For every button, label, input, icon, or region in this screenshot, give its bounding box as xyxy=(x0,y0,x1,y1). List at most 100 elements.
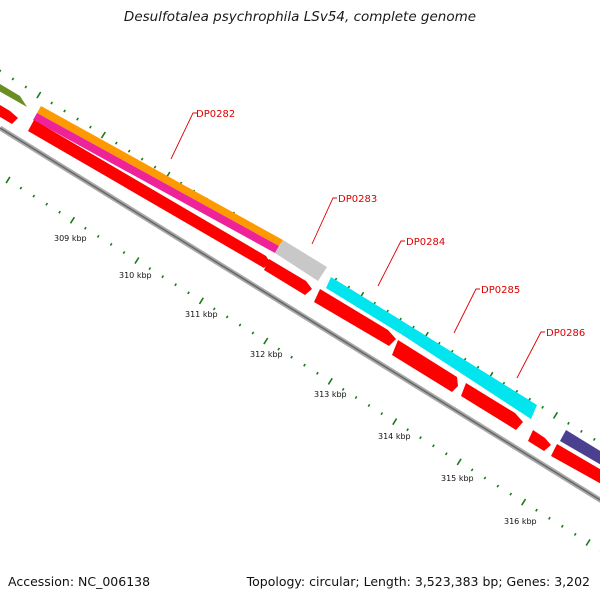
scale-tick xyxy=(251,331,255,335)
cds-features xyxy=(0,105,600,484)
accession-text: Accession: NC_006138 xyxy=(8,574,151,589)
scale-tick xyxy=(114,141,118,145)
scale-tick xyxy=(11,77,15,81)
scale-tick xyxy=(585,538,591,546)
scale-tick xyxy=(84,226,87,230)
scale-tick xyxy=(367,403,371,408)
scale-tick xyxy=(263,337,269,345)
scale-tick xyxy=(153,165,157,169)
navy-band xyxy=(560,430,600,465)
scale-tick xyxy=(58,210,61,214)
scale-tick xyxy=(521,498,527,506)
scale-tick xyxy=(127,149,131,153)
cds-arrow xyxy=(461,383,523,430)
scale-tick xyxy=(470,468,474,472)
cds-arrow xyxy=(0,105,18,124)
scale-tick xyxy=(198,297,204,305)
scale-tick xyxy=(69,216,76,224)
scale-tick xyxy=(535,508,538,512)
scale-tick xyxy=(134,257,140,265)
scale-tick xyxy=(225,315,229,319)
scale-tick xyxy=(528,397,532,401)
scale-tick xyxy=(560,524,564,528)
kbp-label-314: 314 kbp xyxy=(378,432,411,441)
gene-label-dp0285[interactable]: DP0285 xyxy=(481,285,520,296)
scale-tick xyxy=(380,412,384,416)
scale-tick xyxy=(140,157,144,161)
scale-tick xyxy=(174,283,177,287)
scale-tick xyxy=(432,444,435,448)
kbp-label-310: 310 kbp xyxy=(119,271,152,280)
scale-tick xyxy=(303,363,306,367)
scale-tick xyxy=(277,347,281,351)
magenta-band xyxy=(33,113,279,253)
backbone xyxy=(0,125,600,503)
scale-tick xyxy=(36,91,42,99)
scale-tick xyxy=(456,458,462,466)
scale-tick xyxy=(187,291,190,295)
feature-bands xyxy=(0,84,600,465)
scale-tick xyxy=(5,176,11,184)
scale-tick xyxy=(341,387,345,391)
scale-tick xyxy=(19,186,23,190)
kbp-label-313: 313 kbp xyxy=(314,390,347,399)
kbp-labels: 309 kbp 310 kbp 311 kbp 312 kbp 313 kbp … xyxy=(54,234,537,526)
scale-tick xyxy=(419,436,422,440)
scale-tick xyxy=(496,484,500,488)
orange-band xyxy=(37,106,283,246)
scale-tick xyxy=(509,492,513,496)
scale-tick xyxy=(161,275,165,279)
scale-tick xyxy=(32,194,36,198)
scale-tick xyxy=(406,428,409,432)
scale-tick xyxy=(89,125,92,129)
scale-tick xyxy=(392,418,398,426)
cyan-band-1 xyxy=(326,277,407,334)
gene-label-dp0284[interactable]: DP0284 xyxy=(406,237,445,248)
map-title: Desulfotalea psychrophila LSv54, complet… xyxy=(123,9,477,25)
scale-tick xyxy=(45,202,49,206)
kbp-label-311: 311 kbp xyxy=(185,310,218,319)
scale-tick xyxy=(592,437,596,441)
scale-tick xyxy=(354,395,358,400)
scale-tick xyxy=(148,267,152,271)
scale-tick xyxy=(290,355,293,359)
kbp-label-315: 315 kbp xyxy=(441,474,474,483)
scale-tick xyxy=(483,476,487,480)
scale-tick xyxy=(63,109,66,113)
cds-arrow xyxy=(528,430,551,451)
scale-tick xyxy=(109,242,113,246)
scale-tick xyxy=(316,371,319,375)
kbp-label-309: 309 kbp xyxy=(54,234,87,243)
scale-tick xyxy=(96,234,100,238)
scale-tick xyxy=(567,421,570,425)
cyan-band-2 xyxy=(401,324,537,419)
scale-tick xyxy=(515,389,519,393)
olive-band xyxy=(0,84,27,107)
scale-tick xyxy=(502,381,506,385)
gene-label-dp0286[interactable]: DP0286 xyxy=(546,328,585,339)
inner-tick-track xyxy=(5,176,600,552)
scale-tick xyxy=(24,85,28,89)
scale-tick xyxy=(50,101,54,105)
scale-tick xyxy=(76,117,79,121)
scale-tick xyxy=(573,532,577,536)
scale-tick xyxy=(327,377,333,385)
cds-arrow xyxy=(264,259,312,295)
scale-tick xyxy=(552,411,559,419)
scale-tick xyxy=(212,307,216,311)
cds-arrow xyxy=(28,120,270,268)
scale-tick xyxy=(0,69,2,73)
gene-label-dp0283[interactable]: DP0283 xyxy=(338,194,377,205)
grey-band xyxy=(275,240,327,281)
scale-tick xyxy=(541,405,544,409)
cds-arrow xyxy=(314,289,396,346)
cds-arrow xyxy=(392,340,458,392)
scale-tick xyxy=(444,452,448,456)
scale-tick xyxy=(100,131,106,139)
gene-label-dp0282[interactable]: DP0282 xyxy=(196,109,235,120)
scale-tick xyxy=(580,429,583,433)
gene-labels: DP0282 DP0283 DP0284 DP0285 DP0286 xyxy=(196,109,585,339)
kbp-label-312: 312 kbp xyxy=(250,350,283,359)
gene-label-leaders xyxy=(170,112,545,379)
